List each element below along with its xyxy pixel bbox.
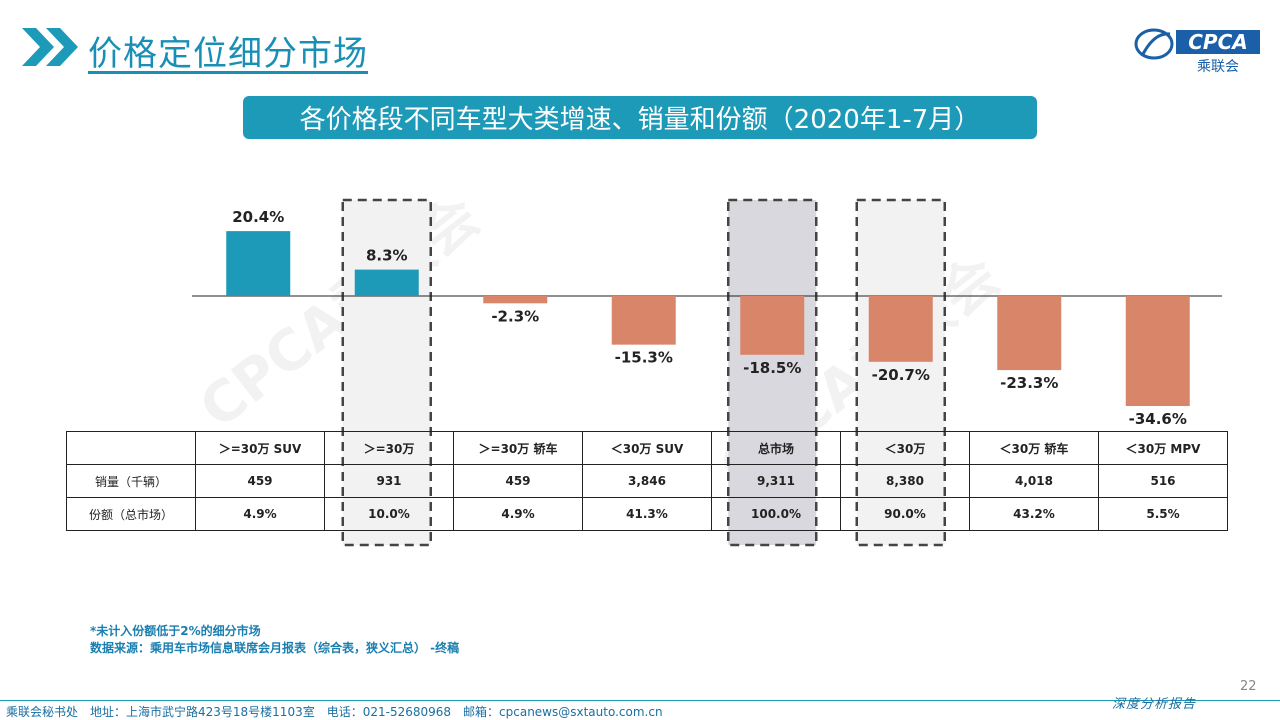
table-column-header: ＞=30万 SUV bbox=[195, 431, 325, 465]
table-column-header: 总市场 bbox=[711, 431, 841, 465]
table-cell: 931 bbox=[324, 464, 454, 498]
page-number: 22 bbox=[1240, 679, 1257, 694]
table-cell: 90.0% bbox=[840, 497, 970, 531]
table-cell: 9,311 bbox=[711, 464, 841, 498]
bar bbox=[354, 269, 419, 296]
logo-subtext: 乘联会 bbox=[1197, 59, 1239, 74]
table-column-header: ＜30万 MPV bbox=[1098, 431, 1228, 465]
table-row-sales: 销量（千辆） 459 931 459 3,846 9,311 8,380 4,0… bbox=[66, 464, 1228, 498]
table-cell: 459 bbox=[195, 464, 325, 498]
bar bbox=[226, 231, 291, 296]
table-cell: 4,018 bbox=[969, 464, 1099, 498]
note-line: *未计入份额低于2%的细分市场 bbox=[90, 624, 261, 638]
data-table: ＞=30万 SUV ＞=30万 ＞=30万 轿车 ＜30万 SUV 总市场 ＜3… bbox=[66, 431, 1228, 531]
table-header-row: ＞=30万 SUV ＞=30万 ＞=30万 轿车 ＜30万 SUV 总市场 ＜3… bbox=[66, 431, 1228, 465]
table-cell: 41.3% bbox=[582, 497, 712, 531]
table-column-header: ＜30万 轿车 bbox=[969, 431, 1099, 465]
table-column-header: ＞=30万 bbox=[324, 431, 454, 465]
table-row-label: 份额（总市场） bbox=[66, 497, 196, 531]
table-row-label: 销量（千辆） bbox=[66, 464, 196, 498]
chart-title: 各价格段不同车型大类增速、销量和份额（2020年1-7月） bbox=[299, 105, 981, 135]
bar bbox=[611, 296, 676, 345]
table-column-header: ＞=30万 轿车 bbox=[453, 431, 583, 465]
data-label: -15.3% bbox=[615, 349, 673, 367]
chevron-double-icon bbox=[22, 28, 78, 66]
table-cell: 5.5% bbox=[1098, 497, 1228, 531]
bar bbox=[997, 296, 1062, 371]
data-label: 8.3% bbox=[366, 247, 408, 265]
page-title: 价格定位细分市场 bbox=[88, 34, 368, 74]
table-row-share: 份额（总市场） 4.9% 10.0% 4.9% 41.3% 100.0% 90.… bbox=[66, 497, 1228, 531]
footer-address: 乘联会秘书处 地址：上海市武宁路423号18号楼1103室 电话：021-526… bbox=[6, 705, 663, 719]
logo-text: CPCA bbox=[1188, 30, 1248, 54]
bar bbox=[1125, 296, 1190, 407]
cpca-logo-icon: CPCA 乘联会 bbox=[1134, 28, 1260, 75]
data-label: -2.3% bbox=[491, 307, 539, 325]
chart-title-banner: 各价格段不同车型大类增速、销量和份额（2020年1-7月） bbox=[243, 96, 1037, 139]
table-cell: 8,380 bbox=[840, 464, 970, 498]
data-label: -20.7% bbox=[872, 366, 930, 384]
footer-divider bbox=[0, 700, 1280, 701]
table-column-header: ＜30万 bbox=[840, 431, 970, 465]
bar bbox=[483, 296, 548, 304]
data-label: -23.3% bbox=[1000, 374, 1058, 392]
table-cell: 43.2% bbox=[969, 497, 1099, 531]
data-label: 20.4% bbox=[232, 208, 284, 226]
cpca-logo: CPCA 乘联会 bbox=[1132, 22, 1262, 75]
bar bbox=[740, 296, 805, 355]
table-cell: 10.0% bbox=[324, 497, 454, 531]
data-label: -18.5% bbox=[743, 359, 801, 377]
table-cell: 516 bbox=[1098, 464, 1228, 498]
source-line: 数据来源：乘用车市场信息联席会月报表（综合表，狭义汇总） -终稿 bbox=[90, 641, 460, 655]
table-cell: 4.9% bbox=[453, 497, 583, 531]
bar bbox=[868, 296, 933, 362]
source-notes: *未计入份额低于2%的细分市场 数据来源：乘用车市场信息联席会月报表（综合表，狭… bbox=[90, 623, 459, 657]
footer-tagline: 深度分析报告 bbox=[1112, 697, 1197, 712]
table-cell: 459 bbox=[453, 464, 583, 498]
table-cell: 100.0% bbox=[711, 497, 841, 531]
table-corner-cell bbox=[66, 431, 196, 465]
data-label: -34.6% bbox=[1129, 410, 1187, 428]
table-column-header: ＜30万 SUV bbox=[582, 431, 712, 465]
table-cell: 3,846 bbox=[582, 464, 712, 498]
table-cell: 4.9% bbox=[195, 497, 325, 531]
